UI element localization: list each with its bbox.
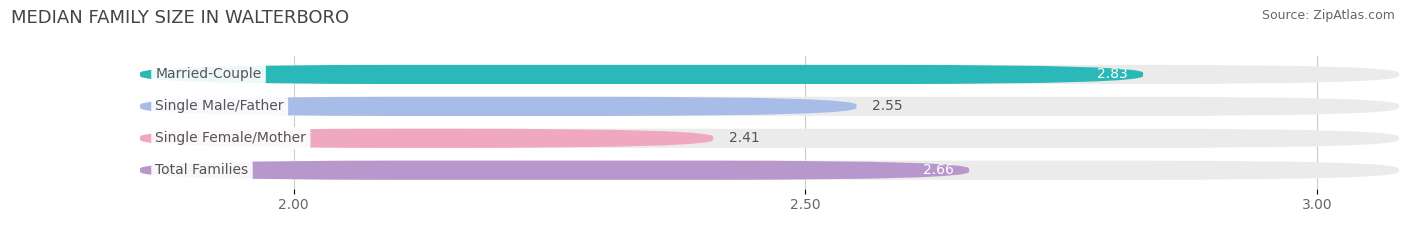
- Text: Source: ZipAtlas.com: Source: ZipAtlas.com: [1261, 9, 1395, 22]
- Text: MEDIAN FAMILY SIZE IN WALTERBORO: MEDIAN FAMILY SIZE IN WALTERBORO: [11, 9, 349, 27]
- Text: 2.83: 2.83: [1097, 67, 1128, 82]
- Text: 2.41: 2.41: [728, 131, 759, 145]
- FancyBboxPatch shape: [141, 65, 1399, 84]
- Text: Single Male/Father: Single Male/Father: [156, 99, 284, 113]
- Text: 2.55: 2.55: [872, 99, 903, 113]
- FancyBboxPatch shape: [141, 65, 1143, 84]
- FancyBboxPatch shape: [141, 97, 1399, 116]
- Text: Single Female/Mother: Single Female/Mother: [156, 131, 307, 145]
- FancyBboxPatch shape: [141, 129, 713, 148]
- FancyBboxPatch shape: [141, 129, 1399, 148]
- Text: Total Families: Total Families: [156, 163, 249, 177]
- FancyBboxPatch shape: [141, 97, 856, 116]
- Text: 2.66: 2.66: [922, 163, 953, 177]
- FancyBboxPatch shape: [141, 161, 969, 180]
- Text: Married-Couple: Married-Couple: [156, 67, 262, 82]
- FancyBboxPatch shape: [141, 161, 1399, 180]
